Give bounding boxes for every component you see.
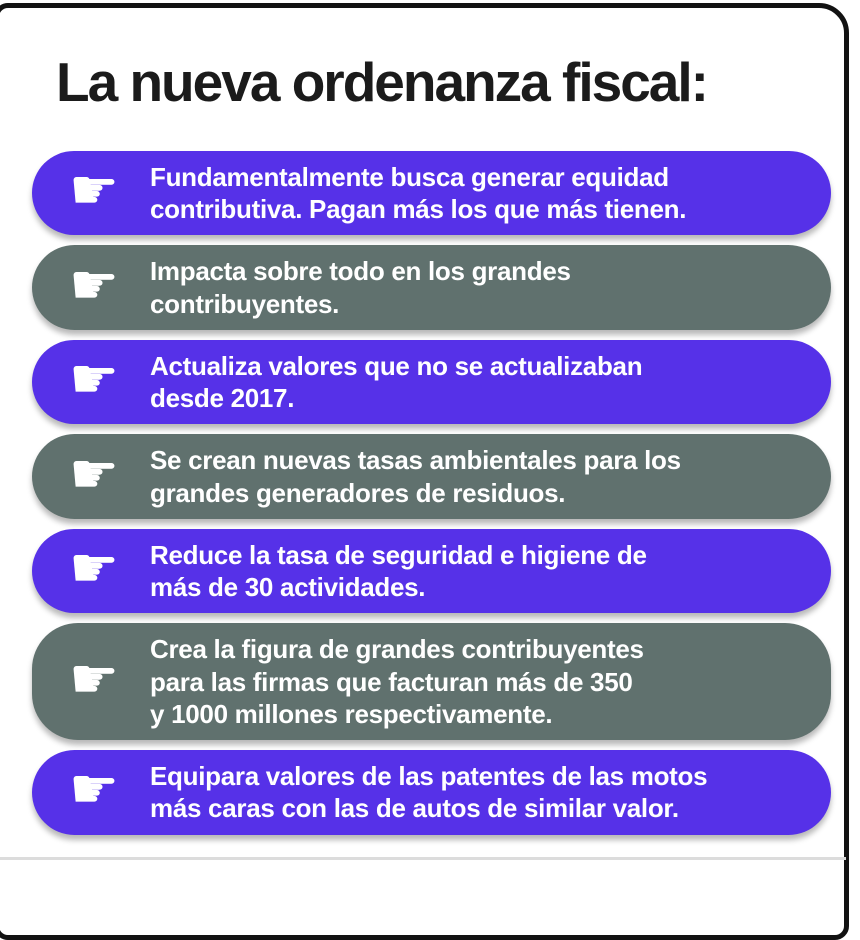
- bullet-text: Actualiza valores que no se actualizaban…: [150, 350, 643, 414]
- bullet-pill: ☛ Reduce la tasa de seguridad e higiene …: [32, 528, 831, 614]
- bullet-text: Crea la figura de grandes contribuyentes…: [150, 634, 644, 729]
- pointing-hand-icon: ☛: [68, 252, 120, 318]
- page-title: La nueva ordenanza fiscal:: [56, 51, 709, 113]
- bullet-pill: ☛ Fundamentalmente busca generar equidad…: [32, 151, 831, 236]
- bullet-pill: ☛ Equipara valores de las patentes de la…: [32, 750, 831, 835]
- bullet-text: Equipara valores de las patentes de las …: [150, 761, 708, 824]
- bottom-edge: [0, 857, 846, 860]
- bullet-text: Impacta sobre todo en los grandes contri…: [150, 256, 571, 319]
- pointing-hand-icon: ☛: [68, 441, 120, 507]
- bullet-pill: ☛ Impacta sobre todo en los grandes cont…: [32, 245, 831, 330]
- bullet-pill: ☛ Actualiza valores que no se actualizab…: [32, 339, 831, 425]
- bullet-text: Fundamentalmente busca generar equidad c…: [150, 162, 687, 225]
- bullet-pill: ☛ Crea la figura de grandes contribuyent…: [32, 623, 831, 741]
- pointing-hand-icon: ☛: [68, 347, 120, 413]
- bullet-list: ☛ Fundamentalmente busca generar equidad…: [32, 151, 831, 845]
- pointing-hand-icon: ☛: [68, 536, 120, 602]
- pointing-hand-icon: ☛: [68, 757, 120, 823]
- pointing-hand-icon: ☛: [68, 646, 120, 712]
- bullet-text: Se crean nuevas tasas ambientales para l…: [150, 445, 681, 508]
- bullet-pill: ☛ Se crean nuevas tasas ambientales para…: [32, 434, 831, 519]
- pointing-hand-icon: ☛: [68, 158, 120, 224]
- bullet-text: Reduce la tasa de seguridad e higiene de…: [150, 539, 647, 603]
